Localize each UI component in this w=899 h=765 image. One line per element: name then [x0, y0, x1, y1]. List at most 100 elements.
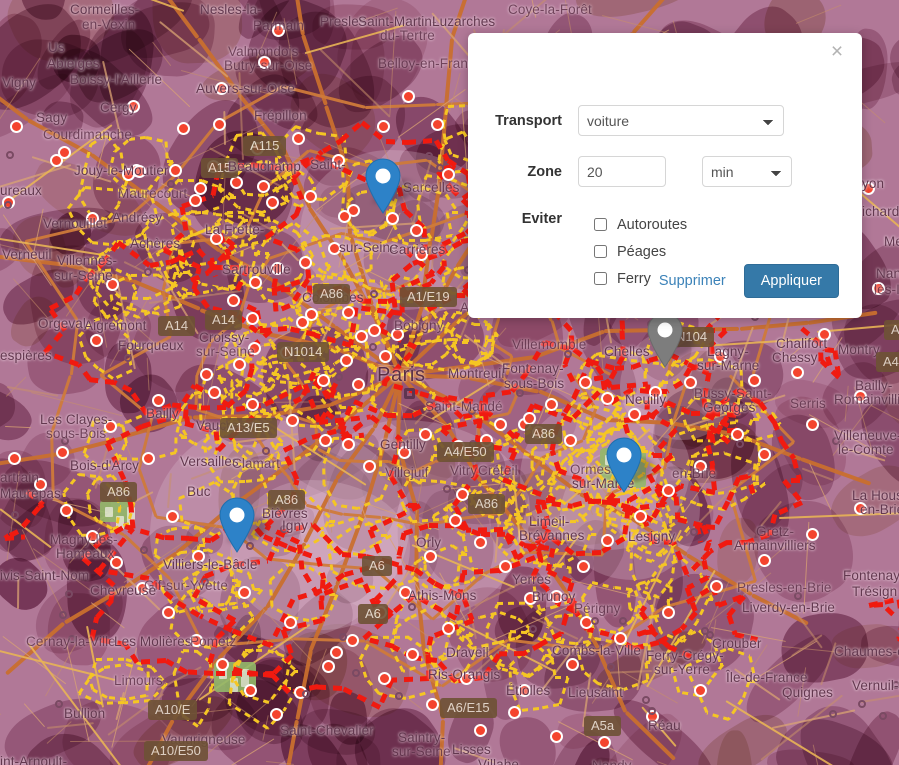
map-poi-dot[interactable] — [758, 448, 771, 461]
map-poi-dot[interactable] — [398, 446, 411, 459]
map-poi-dot[interactable] — [258, 56, 271, 69]
map-poi-dot[interactable] — [442, 622, 455, 635]
map-poi-dot[interactable] — [110, 556, 123, 569]
map-poi-dot[interactable] — [818, 328, 831, 341]
map-poi-dot[interactable] — [494, 418, 507, 431]
map-poi-dot[interactable] — [355, 330, 368, 343]
map-poi-dot[interactable] — [662, 484, 675, 497]
map-poi-dot[interactable] — [460, 672, 473, 685]
map-poi-dot[interactable] — [246, 312, 259, 325]
map-poi-dot[interactable] — [649, 386, 662, 399]
map-poi-dot[interactable] — [340, 354, 353, 367]
map-poi-dot[interactable] — [342, 438, 355, 451]
pin-north[interactable] — [362, 158, 404, 214]
map-poi-dot[interactable] — [379, 350, 392, 363]
map-poi-dot[interactable] — [246, 398, 259, 411]
map-poi-dot[interactable] — [192, 550, 205, 563]
zone-unit-select[interactable]: minkmh — [702, 156, 792, 187]
apply-button[interactable]: Appliquer — [744, 264, 839, 298]
map-poi-dot[interactable] — [189, 194, 202, 207]
map-poi-dot[interactable] — [257, 180, 270, 193]
map-poi-dot[interactable] — [266, 196, 279, 209]
map-poi-dot[interactable] — [577, 560, 590, 573]
map-poi-dot[interactable] — [731, 428, 744, 441]
map-poi-dot[interactable] — [406, 648, 419, 661]
map-poi-dot[interactable] — [106, 278, 119, 291]
map-poi-dot[interactable] — [614, 632, 627, 645]
map-poi-dot[interactable] — [338, 210, 351, 223]
map-poi-dot[interactable] — [598, 736, 611, 749]
map-poi-dot[interactable] — [227, 294, 240, 307]
map-poi-dot[interactable] — [56, 446, 69, 459]
map-poi-dot[interactable] — [628, 408, 641, 421]
map-poi-dot[interactable] — [634, 510, 647, 523]
map-poi-dot[interactable] — [50, 154, 63, 167]
map-poi-dot[interactable] — [378, 672, 391, 685]
map-poi-dot[interactable] — [872, 282, 885, 295]
map-poi-dot[interactable] — [190, 634, 203, 647]
map-poi-dot[interactable] — [368, 324, 381, 337]
map-poi-dot[interactable] — [424, 550, 437, 563]
map-poi-dot[interactable] — [200, 368, 213, 381]
map-poi-dot[interactable] — [564, 434, 577, 447]
map-poi-dot[interactable] — [194, 182, 207, 195]
map-poi-dot[interactable] — [296, 316, 309, 329]
map-poi-dot[interactable] — [207, 160, 220, 173]
map-poi-dot[interactable] — [251, 142, 264, 155]
map-poi-dot[interactable] — [662, 606, 675, 619]
map-poi-dot[interactable] — [524, 592, 537, 605]
map-poi-dot[interactable] — [402, 90, 415, 103]
map-poi-dot[interactable] — [601, 392, 614, 405]
map-poi-dot[interactable] — [60, 504, 73, 517]
map-poi-dot[interactable] — [213, 118, 226, 131]
map-poi-dot[interactable] — [136, 582, 149, 595]
map-poi-dot[interactable] — [286, 414, 299, 427]
map-poi-dot[interactable] — [452, 440, 465, 453]
map-poi-dot[interactable] — [474, 724, 487, 737]
map-poi-dot[interactable] — [714, 350, 727, 363]
map-poi-dot[interactable] — [34, 478, 47, 491]
map-poi-dot[interactable] — [694, 684, 707, 697]
map-poi-dot[interactable] — [8, 452, 21, 465]
map-poi-dot[interactable] — [248, 342, 261, 355]
map-poi-dot[interactable] — [319, 434, 332, 447]
map-poi-dot[interactable] — [177, 122, 190, 135]
map-poi-dot[interactable] — [317, 374, 330, 387]
map-poi-dot[interactable] — [249, 276, 262, 289]
pin-east[interactable] — [603, 437, 645, 493]
map-poi-dot[interactable] — [523, 412, 536, 425]
map-poi-dot[interactable] — [579, 376, 592, 389]
map-poi-dot[interactable] — [480, 434, 493, 447]
map-poi-dot[interactable] — [346, 634, 359, 647]
pin-center-grey[interactable] — [644, 312, 686, 368]
map-poi-dot[interactable] — [208, 386, 221, 399]
map-poi-dot[interactable] — [142, 452, 155, 465]
map-poi-dot[interactable] — [304, 190, 317, 203]
map-poi-dot[interactable] — [127, 100, 140, 113]
map-poi-dot[interactable] — [230, 176, 243, 189]
map-poi-dot[interactable] — [806, 528, 819, 541]
map-poi-dot[interactable] — [330, 646, 343, 659]
map-poi-dot[interactable] — [270, 708, 283, 721]
map-poi-dot[interactable] — [474, 536, 487, 549]
map-poi-dot[interactable] — [133, 165, 146, 178]
map-poi-dot[interactable] — [532, 426, 545, 439]
avoid-checkbox-input-1[interactable] — [594, 245, 607, 258]
map-poi-dot[interactable] — [419, 428, 432, 441]
map-poi-dot[interactable] — [694, 460, 707, 473]
map-poi-dot[interactable] — [399, 586, 412, 599]
map-poi-dot[interactable] — [86, 530, 99, 543]
avoid-checkbox-input-0[interactable] — [594, 218, 607, 231]
map-poi-dot[interactable] — [169, 164, 182, 177]
map-poi-dot[interactable] — [601, 534, 614, 547]
map-poi-dot[interactable] — [322, 660, 335, 673]
map-poi-dot[interactable] — [90, 334, 103, 347]
delete-link[interactable]: Supprimer — [659, 273, 726, 289]
pin-southwest[interactable] — [216, 497, 258, 553]
map-poi-dot[interactable] — [862, 182, 875, 195]
map-poi-dot[interactable] — [410, 224, 423, 237]
map-poi-dot[interactable] — [391, 328, 404, 341]
map-poi-dot[interactable] — [10, 120, 23, 133]
map-poi-dot[interactable] — [86, 212, 99, 225]
map-poi-dot[interactable] — [550, 590, 563, 603]
